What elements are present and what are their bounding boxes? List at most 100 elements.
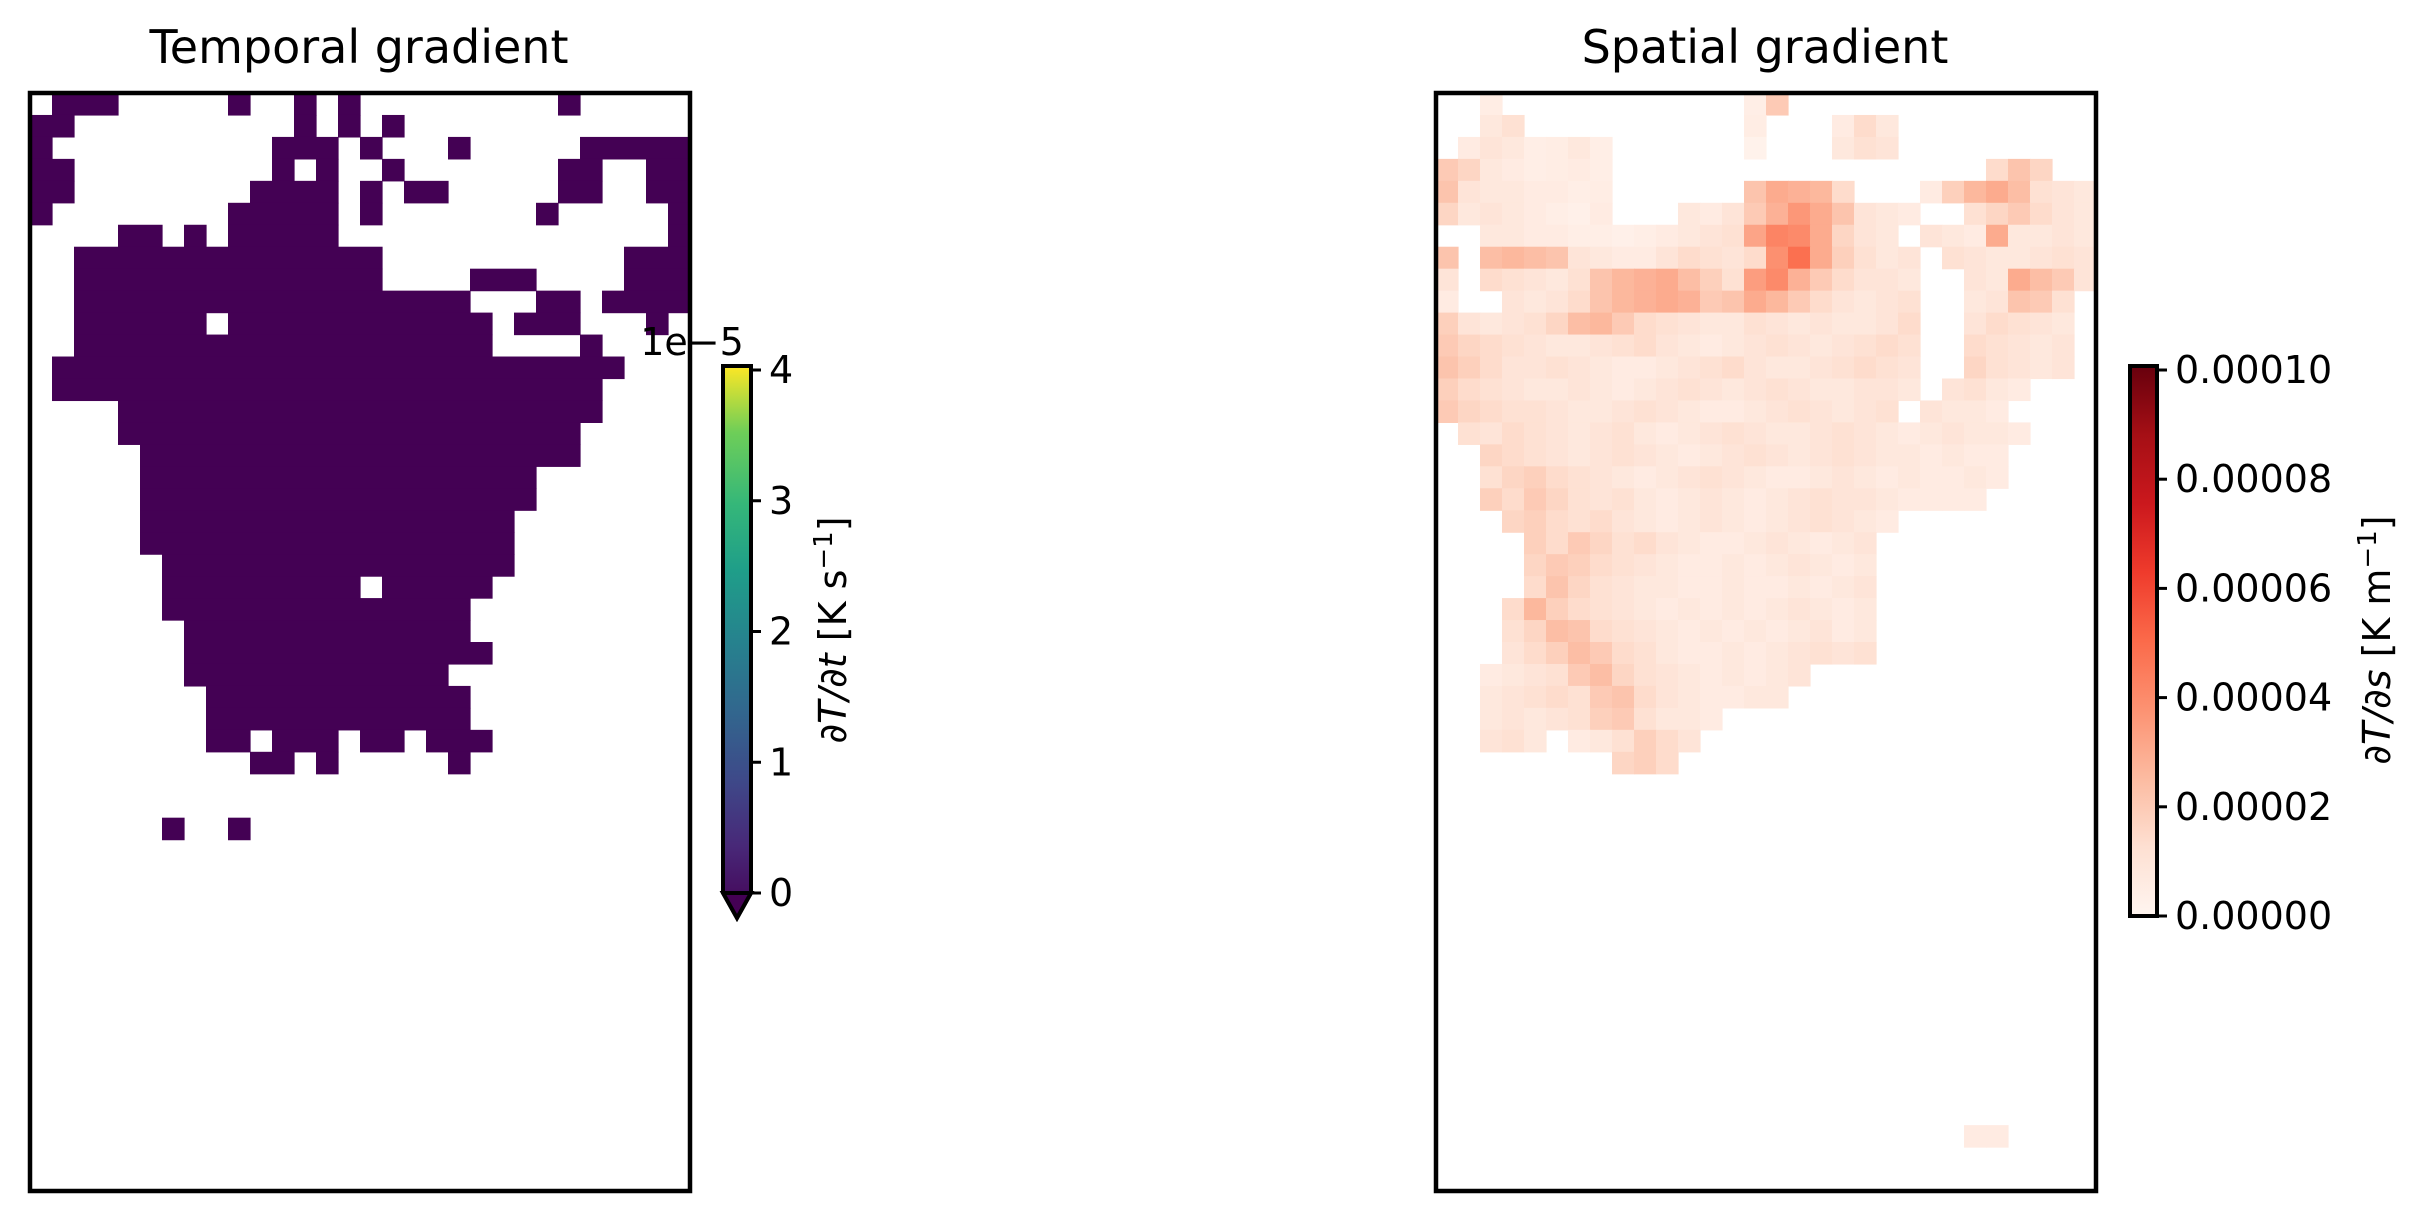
spatial-cell (1502, 729, 1525, 753)
spatial-cell (1656, 422, 1679, 445)
spatial-cell (1590, 707, 1613, 731)
temporal-cell-run (558, 180, 603, 204)
spatial-cell (1876, 290, 1899, 314)
spatial-cell (1722, 312, 1745, 336)
spatial-cell (2008, 224, 2031, 248)
spatial-cell (1832, 598, 1855, 621)
spatial-cell (1458, 202, 1481, 226)
spatial-cell (1766, 532, 1789, 555)
spatial-cell (2008, 334, 2031, 358)
spatial-cell (1612, 444, 1635, 467)
spatial-cell (2008, 268, 2031, 292)
spatial-cell (1480, 180, 1503, 204)
spatial-cell (1986, 202, 2009, 226)
spatial-cell (1502, 180, 1525, 204)
temporal-cell-run (140, 532, 515, 555)
spatial-cell (1744, 466, 1767, 489)
spatial-cell (1546, 158, 1569, 182)
spatial-cell (2030, 158, 2053, 182)
spatial-cell (1656, 510, 1679, 533)
spatial-cell (1700, 685, 1723, 709)
spatial-cell (1678, 356, 1701, 380)
spatial-cell (1942, 422, 1965, 445)
temporal-cell-run (52, 93, 119, 116)
spatial-cell (1810, 400, 1833, 423)
spatial-cell (1524, 510, 1547, 533)
spatial-cell (1876, 202, 1899, 226)
spatial-cell (1436, 334, 1459, 358)
spatial-cell (1546, 685, 1569, 709)
spatial-cell (1612, 620, 1635, 643)
spatial-cell (1920, 466, 1943, 489)
spatial-cell (1546, 400, 1569, 423)
spatial-cell (1568, 378, 1591, 402)
spatial-colorbar-tick-label: 0.00000 (2175, 894, 2332, 938)
spatial-cell (1832, 422, 1855, 445)
spatial-cell (1656, 356, 1679, 380)
spatial-cell (2052, 202, 2075, 226)
spatial-cell (1524, 378, 1547, 402)
temporal-cell-run (404, 180, 449, 204)
temporal-cell-run (162, 598, 471, 621)
temporal-gradient-panel: Temporal gradient (27, 20, 693, 1194)
spatial-cell (1590, 136, 1613, 160)
spatial-cell (1722, 224, 1745, 248)
spatial-cell (1722, 246, 1745, 270)
spatial-cell (1788, 202, 1811, 226)
spatial-cell (1656, 707, 1679, 731)
temporal-cell-run (558, 93, 581, 116)
spatial-cell (1524, 663, 1547, 687)
spatial-cell (1854, 334, 1877, 358)
spatial-cell (1876, 224, 1899, 248)
temporal-cell-run (162, 576, 361, 599)
spatial-cell (1546, 707, 1569, 731)
spatial-cell (1524, 422, 1547, 445)
spatial-cell (1524, 136, 1547, 160)
spatial-cell (1766, 642, 1789, 665)
temporal-cell-run (536, 202, 559, 226)
spatial-cell (1986, 1125, 2009, 1148)
spatial-cell (1656, 334, 1679, 358)
spatial-cell (1678, 685, 1701, 709)
spatial-cell (1634, 444, 1657, 467)
spatial-cell (1480, 268, 1503, 292)
spatial-cell (1524, 180, 1547, 204)
spatial-cell (1722, 554, 1745, 577)
spatial-cell (1524, 158, 1547, 182)
spatial-cell (1656, 729, 1679, 753)
spatial-cell (1766, 554, 1789, 577)
spatial-cell (1590, 510, 1613, 533)
temporal-cell-run (140, 466, 537, 489)
spatial-cell (1568, 642, 1591, 665)
spatial-cell (1436, 202, 1459, 226)
spatial-cell (1766, 356, 1789, 380)
spatial-cell (1546, 290, 1569, 314)
temporal-cell-run (74, 268, 383, 292)
spatial-cell (1546, 202, 1569, 226)
spatial-cell (1700, 532, 1723, 555)
spatial-cell (1546, 510, 1569, 533)
spatial-cell (1810, 620, 1833, 643)
temporal-cell-run (624, 268, 691, 292)
spatial-cell (1678, 202, 1701, 226)
spatial-cell (1678, 488, 1701, 511)
spatial-cell (1480, 422, 1503, 445)
spatial-cell (2052, 246, 2075, 270)
spatial-cell (1458, 356, 1481, 380)
spatial-cell (1612, 356, 1635, 380)
spatial-cell (1766, 334, 1789, 358)
spatial-cell (1854, 400, 1877, 423)
spatial-colorbar-label: ∂T/∂s [K m−1] (2353, 515, 2399, 764)
spatial-cell (1480, 224, 1503, 248)
spatial-cell (1436, 400, 1459, 423)
temporal-cell-run (580, 334, 603, 358)
spatial-cell (1502, 620, 1525, 643)
spatial-cell (1458, 180, 1481, 204)
spatial-cell (2008, 422, 2031, 445)
temporal-cell-run (338, 93, 361, 116)
spatial-cell (1568, 334, 1591, 358)
spatial-cell (1502, 400, 1525, 423)
spatial-cell (1832, 576, 1855, 599)
spatial-cell (1546, 554, 1569, 577)
spatial-cell (1700, 576, 1723, 599)
